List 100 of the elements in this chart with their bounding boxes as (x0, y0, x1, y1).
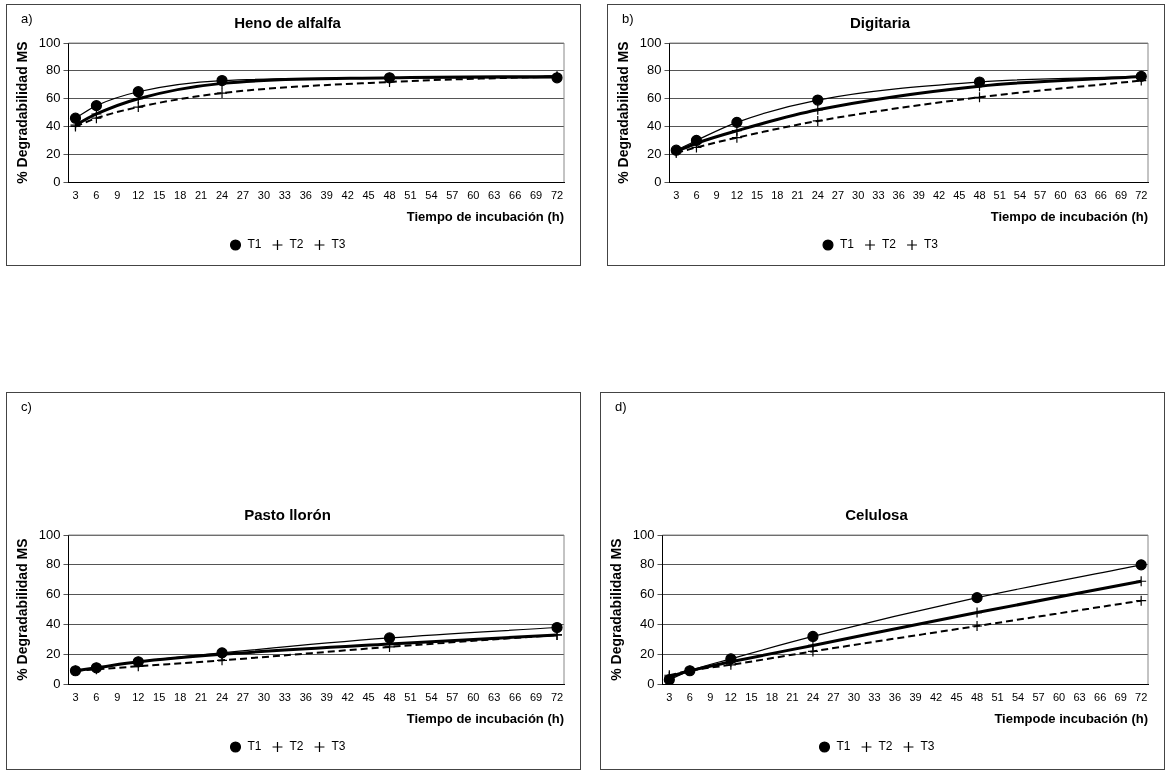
y-axis-title: % Degradabilidad MS (608, 538, 625, 681)
x-tick-label: 12 (132, 188, 145, 201)
x-tick-label: 54 (1011, 690, 1025, 703)
y-tick-label: 20 (46, 645, 61, 661)
x-tick-label: 9 (713, 188, 720, 201)
y-tick-label: 80 (46, 62, 61, 78)
x-tick-label: 12 (132, 690, 145, 703)
x-tick-label: 45 (362, 690, 375, 703)
x-tick-label: 66 (1094, 690, 1107, 703)
x-tick-label: 66 (1094, 188, 1107, 201)
x-tick-label: 39 (909, 690, 922, 703)
x-tick-label: 54 (425, 690, 438, 703)
x-tick-label: 51 (404, 188, 417, 201)
x-tick-label: 57 (446, 690, 459, 703)
legend-label: T1 (247, 739, 262, 754)
y-tick-label: 80 (647, 62, 662, 78)
y-tick-label: 0 (53, 675, 61, 691)
y-tick-label: 60 (46, 586, 61, 602)
y-tick-label: 40 (640, 616, 655, 632)
legend-label: T1 (836, 739, 851, 754)
x-tick-label: 33 (868, 690, 881, 703)
x-tick-label: 39 (320, 188, 333, 201)
legend-label: T3 (920, 739, 935, 754)
x-tick-label: 9 (707, 690, 714, 703)
chart-title: Celulosa (845, 506, 909, 524)
x-tick-label: 66 (509, 188, 522, 201)
y-tick-label: 100 (639, 34, 662, 50)
y-tick-label: 20 (46, 145, 61, 161)
legend-label: T2 (289, 237, 304, 252)
y-tick-label: 20 (640, 645, 655, 661)
x-tick-label: 69 (529, 188, 543, 201)
x-tick-label: 6 (93, 188, 100, 201)
x-tick-label: 24 (215, 188, 229, 201)
x-tick-label: 66 (509, 690, 522, 703)
x-tick-label: 15 (153, 690, 166, 703)
x-tick-label: 72 (1135, 188, 1148, 201)
x-tick-label: 54 (425, 188, 438, 201)
y-tick-label: 100 (38, 526, 61, 542)
x-tick-label: 33 (278, 188, 291, 201)
x-axis-title: Tiempo de incubación (h) (990, 208, 1148, 224)
x-tick-label: 21 (194, 690, 208, 703)
x-tick-label: 42 (341, 188, 354, 201)
x-tick-label: 63 (488, 188, 501, 201)
text: b) (622, 11, 634, 26)
x-tick-label: 48 (383, 690, 396, 703)
x-tick-label: 48 (973, 188, 986, 201)
x-tick-label: 33 (872, 188, 885, 201)
legend-label: T2 (289, 739, 304, 754)
x-tick-label: 57 (1032, 690, 1045, 703)
x-tick-label: 42 (929, 690, 943, 703)
y-tick-label: 100 (632, 526, 655, 542)
y-tick-label: 60 (647, 90, 662, 106)
y-axis-title: % Degradabilidad MS (615, 41, 632, 184)
x-tick-label: 18 (174, 188, 187, 201)
y-tick-label: 0 (647, 675, 655, 691)
x-axis-title: Tiempo de incubación (h) (406, 710, 564, 726)
x-tick-label: 72 (1135, 690, 1148, 703)
x-tick-label: 60 (1052, 690, 1066, 703)
x-tick-label: 18 (174, 690, 187, 703)
x-tick-label: 69 (529, 690, 543, 703)
x-tick-label: 27 (827, 690, 840, 703)
legend-label: T2 (878, 739, 893, 754)
x-tick-label: 15 (750, 188, 764, 201)
x-tick-label: 15 (745, 690, 758, 703)
x-tick-label: 63 (1073, 690, 1086, 703)
x-tick-label: 6 (93, 690, 100, 703)
y-tick-label: 80 (640, 556, 655, 572)
x-tick-label: 51 (991, 690, 1004, 703)
text: c) (21, 399, 32, 414)
x-tick-label: 33 (278, 690, 291, 703)
x-tick-label: 63 (488, 690, 501, 703)
chart-title: Pasto llorón (244, 506, 331, 524)
legend-label: T3 (924, 237, 939, 252)
x-tick-label: 45 (950, 690, 963, 703)
x-tick-label: 48 (383, 188, 396, 201)
x-tick-label: 18 (771, 188, 784, 201)
x-tick-label: 27 (236, 188, 250, 201)
x-tick-label: 30 (847, 690, 861, 703)
y-tick-label: 60 (46, 90, 61, 106)
y-tick-label: 80 (46, 556, 61, 572)
x-tick-label: 9 (114, 690, 121, 703)
legend-label: T3 (331, 237, 346, 252)
x-tick-label: 69 (1114, 690, 1127, 703)
x-tick-label: 12 (724, 690, 737, 703)
y-tick-label: 0 (654, 173, 662, 189)
x-tick-label: 15 (153, 188, 166, 201)
legend-label: T1 (247, 237, 262, 252)
x-tick-label: 60 (1054, 188, 1067, 201)
x-tick-label: 24 (806, 690, 820, 703)
x-axis-title: Tiempode incubación (h) (994, 710, 1148, 726)
x-tick-label: 27 (831, 188, 845, 201)
x-tick-label: 39 (320, 690, 333, 703)
x-tick-label: 45 (953, 188, 966, 201)
x-tick-label: 54 (1013, 188, 1027, 201)
x-tick-label: 3 (72, 188, 79, 201)
x-tick-label: 48 (970, 690, 984, 703)
x-tick-label: 36 (299, 188, 312, 201)
text: d) (615, 399, 627, 414)
x-tick-label: 30 (852, 188, 865, 201)
x-tick-label: 60 (467, 690, 480, 703)
